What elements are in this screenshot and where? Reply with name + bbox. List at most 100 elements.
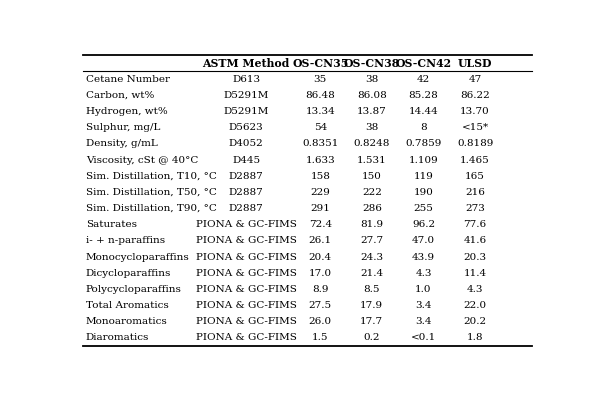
Text: 47.0: 47.0 (412, 237, 435, 245)
Text: 77.6: 77.6 (463, 220, 486, 229)
Text: 41.6: 41.6 (463, 237, 486, 245)
Text: D2887: D2887 (229, 172, 264, 181)
Text: Polycycloparaffins: Polycycloparaffins (86, 285, 182, 294)
Text: 17.9: 17.9 (361, 301, 383, 310)
Text: Monoaromatics: Monoaromatics (86, 317, 168, 326)
Text: 3.4: 3.4 (415, 317, 432, 326)
Text: Sim. Distillation, T10, °C: Sim. Distillation, T10, °C (86, 172, 217, 181)
Text: 13.34: 13.34 (305, 107, 335, 116)
Text: Sim. Distillation, T90, °C: Sim. Distillation, T90, °C (86, 204, 217, 213)
Text: 86.22: 86.22 (460, 91, 490, 100)
Text: PIONA & GC-FIMS: PIONA & GC-FIMS (196, 333, 296, 342)
Text: Carbon, wt%: Carbon, wt% (86, 91, 154, 100)
Text: Density, g/mL: Density, g/mL (86, 139, 157, 149)
Text: 8.9: 8.9 (312, 285, 328, 294)
Text: Sim. Distillation, T50, °C: Sim. Distillation, T50, °C (86, 188, 217, 197)
Text: D5291M: D5291M (223, 91, 269, 100)
Text: 286: 286 (362, 204, 382, 213)
Text: 165: 165 (465, 172, 485, 181)
Text: 190: 190 (413, 188, 434, 197)
Text: Monocycloparaffins: Monocycloparaffins (86, 253, 189, 261)
Text: D613: D613 (232, 75, 260, 84)
Text: PIONA & GC-FIMS: PIONA & GC-FIMS (196, 220, 296, 229)
Text: 8.5: 8.5 (364, 285, 380, 294)
Text: D2887: D2887 (229, 188, 264, 197)
Text: 17.0: 17.0 (309, 269, 332, 278)
Text: 14.44: 14.44 (409, 107, 438, 116)
Text: 38: 38 (365, 75, 378, 84)
Text: 20.3: 20.3 (463, 253, 486, 261)
Text: PIONA & GC-FIMS: PIONA & GC-FIMS (196, 269, 296, 278)
Text: ULSD: ULSD (458, 58, 492, 69)
Text: 222: 222 (362, 188, 382, 197)
Text: 54: 54 (314, 123, 327, 132)
Text: Diaromatics: Diaromatics (86, 333, 149, 342)
Text: 35: 35 (314, 75, 327, 84)
Text: 1.633: 1.633 (305, 156, 335, 165)
Text: Sulphur, mg/L: Sulphur, mg/L (86, 123, 160, 132)
Text: 85.28: 85.28 (409, 91, 438, 100)
Text: 86.08: 86.08 (357, 91, 387, 100)
Text: <15*: <15* (462, 123, 489, 132)
Text: Saturates: Saturates (86, 220, 137, 229)
Text: 273: 273 (465, 204, 485, 213)
Text: <0.1: <0.1 (411, 333, 436, 342)
Text: 72.4: 72.4 (309, 220, 332, 229)
Text: 1.465: 1.465 (460, 156, 490, 165)
Text: 1.0: 1.0 (415, 285, 432, 294)
Text: 255: 255 (413, 204, 434, 213)
Text: 0.2: 0.2 (364, 333, 380, 342)
Text: 0.8189: 0.8189 (457, 139, 493, 149)
Text: 8: 8 (420, 123, 426, 132)
Text: PIONA & GC-FIMS: PIONA & GC-FIMS (196, 317, 296, 326)
Text: PIONA & GC-FIMS: PIONA & GC-FIMS (196, 301, 296, 310)
Text: 0.8248: 0.8248 (353, 139, 390, 149)
Text: D4052: D4052 (229, 139, 264, 149)
Text: 13.87: 13.87 (357, 107, 387, 116)
Text: D2887: D2887 (229, 204, 264, 213)
Text: 96.2: 96.2 (412, 220, 435, 229)
Text: D5623: D5623 (229, 123, 264, 132)
Text: 229: 229 (310, 188, 330, 197)
Text: 158: 158 (310, 172, 330, 181)
Text: 86.48: 86.48 (305, 91, 335, 100)
Text: OS-CN35: OS-CN35 (292, 58, 349, 69)
Text: 13.70: 13.70 (460, 107, 490, 116)
Text: 42: 42 (417, 75, 430, 84)
Text: 150: 150 (362, 172, 382, 181)
Text: 38: 38 (365, 123, 378, 132)
Text: 22.0: 22.0 (463, 301, 486, 310)
Text: 47: 47 (469, 75, 482, 84)
Text: OS-CN38: OS-CN38 (344, 58, 400, 69)
Text: Viscosity, cSt @ 40°C: Viscosity, cSt @ 40°C (86, 156, 198, 165)
Text: 3.4: 3.4 (415, 301, 432, 310)
Text: 216: 216 (465, 188, 485, 197)
Text: 17.7: 17.7 (361, 317, 383, 326)
Text: 26.1: 26.1 (309, 237, 332, 245)
Text: 1.8: 1.8 (467, 333, 484, 342)
Text: 291: 291 (310, 204, 330, 213)
Text: 26.0: 26.0 (309, 317, 332, 326)
Text: 21.4: 21.4 (361, 269, 383, 278)
Text: 0.8351: 0.8351 (302, 139, 339, 149)
Text: D5291M: D5291M (223, 107, 269, 116)
Text: 1.531: 1.531 (357, 156, 387, 165)
Text: Cetane Number: Cetane Number (86, 75, 170, 84)
Text: i- + n-paraffins: i- + n-paraffins (86, 237, 165, 245)
Text: 1.5: 1.5 (312, 333, 328, 342)
Text: 4.3: 4.3 (467, 285, 484, 294)
Text: Dicycloparaffins: Dicycloparaffins (86, 269, 171, 278)
Text: 1.109: 1.109 (409, 156, 438, 165)
Text: OS-CN42: OS-CN42 (396, 58, 451, 69)
Text: 24.3: 24.3 (361, 253, 383, 261)
Text: 20.4: 20.4 (309, 253, 332, 261)
Text: PIONA & GC-FIMS: PIONA & GC-FIMS (196, 237, 296, 245)
Text: 119: 119 (413, 172, 434, 181)
Text: PIONA & GC-FIMS: PIONA & GC-FIMS (196, 253, 296, 261)
Text: 0.7859: 0.7859 (405, 139, 442, 149)
Text: PIONA & GC-FIMS: PIONA & GC-FIMS (196, 285, 296, 294)
Text: D445: D445 (232, 156, 260, 165)
Text: 4.3: 4.3 (415, 269, 432, 278)
Text: 27.5: 27.5 (309, 301, 332, 310)
Text: 27.7: 27.7 (361, 237, 383, 245)
